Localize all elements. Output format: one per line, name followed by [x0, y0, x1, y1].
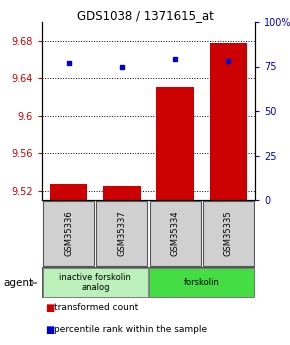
Bar [96, 201, 147, 266]
Text: GSM35334: GSM35334 [171, 211, 180, 256]
Bar [50, 184, 87, 200]
Bar [203, 201, 254, 266]
Bar [210, 43, 247, 200]
Bar [103, 186, 141, 200]
Bar [149, 268, 254, 297]
Text: ■: ■ [45, 303, 54, 313]
Text: transformed count: transformed count [54, 304, 138, 313]
Bar [157, 87, 194, 200]
Text: GSM35335: GSM35335 [224, 211, 233, 256]
Text: inactive forskolin
analog: inactive forskolin analog [59, 273, 131, 292]
Bar [43, 268, 148, 297]
Text: ■: ■ [45, 325, 54, 335]
Text: GDS1038 / 1371615_at: GDS1038 / 1371615_at [77, 9, 213, 22]
Text: agent: agent [3, 278, 33, 288]
Bar [150, 201, 201, 266]
Text: forskolin: forskolin [184, 278, 220, 287]
Bar [43, 201, 94, 266]
Text: GSM35337: GSM35337 [117, 211, 126, 256]
Text: GSM35336: GSM35336 [64, 211, 73, 256]
Text: percentile rank within the sample: percentile rank within the sample [54, 325, 207, 334]
